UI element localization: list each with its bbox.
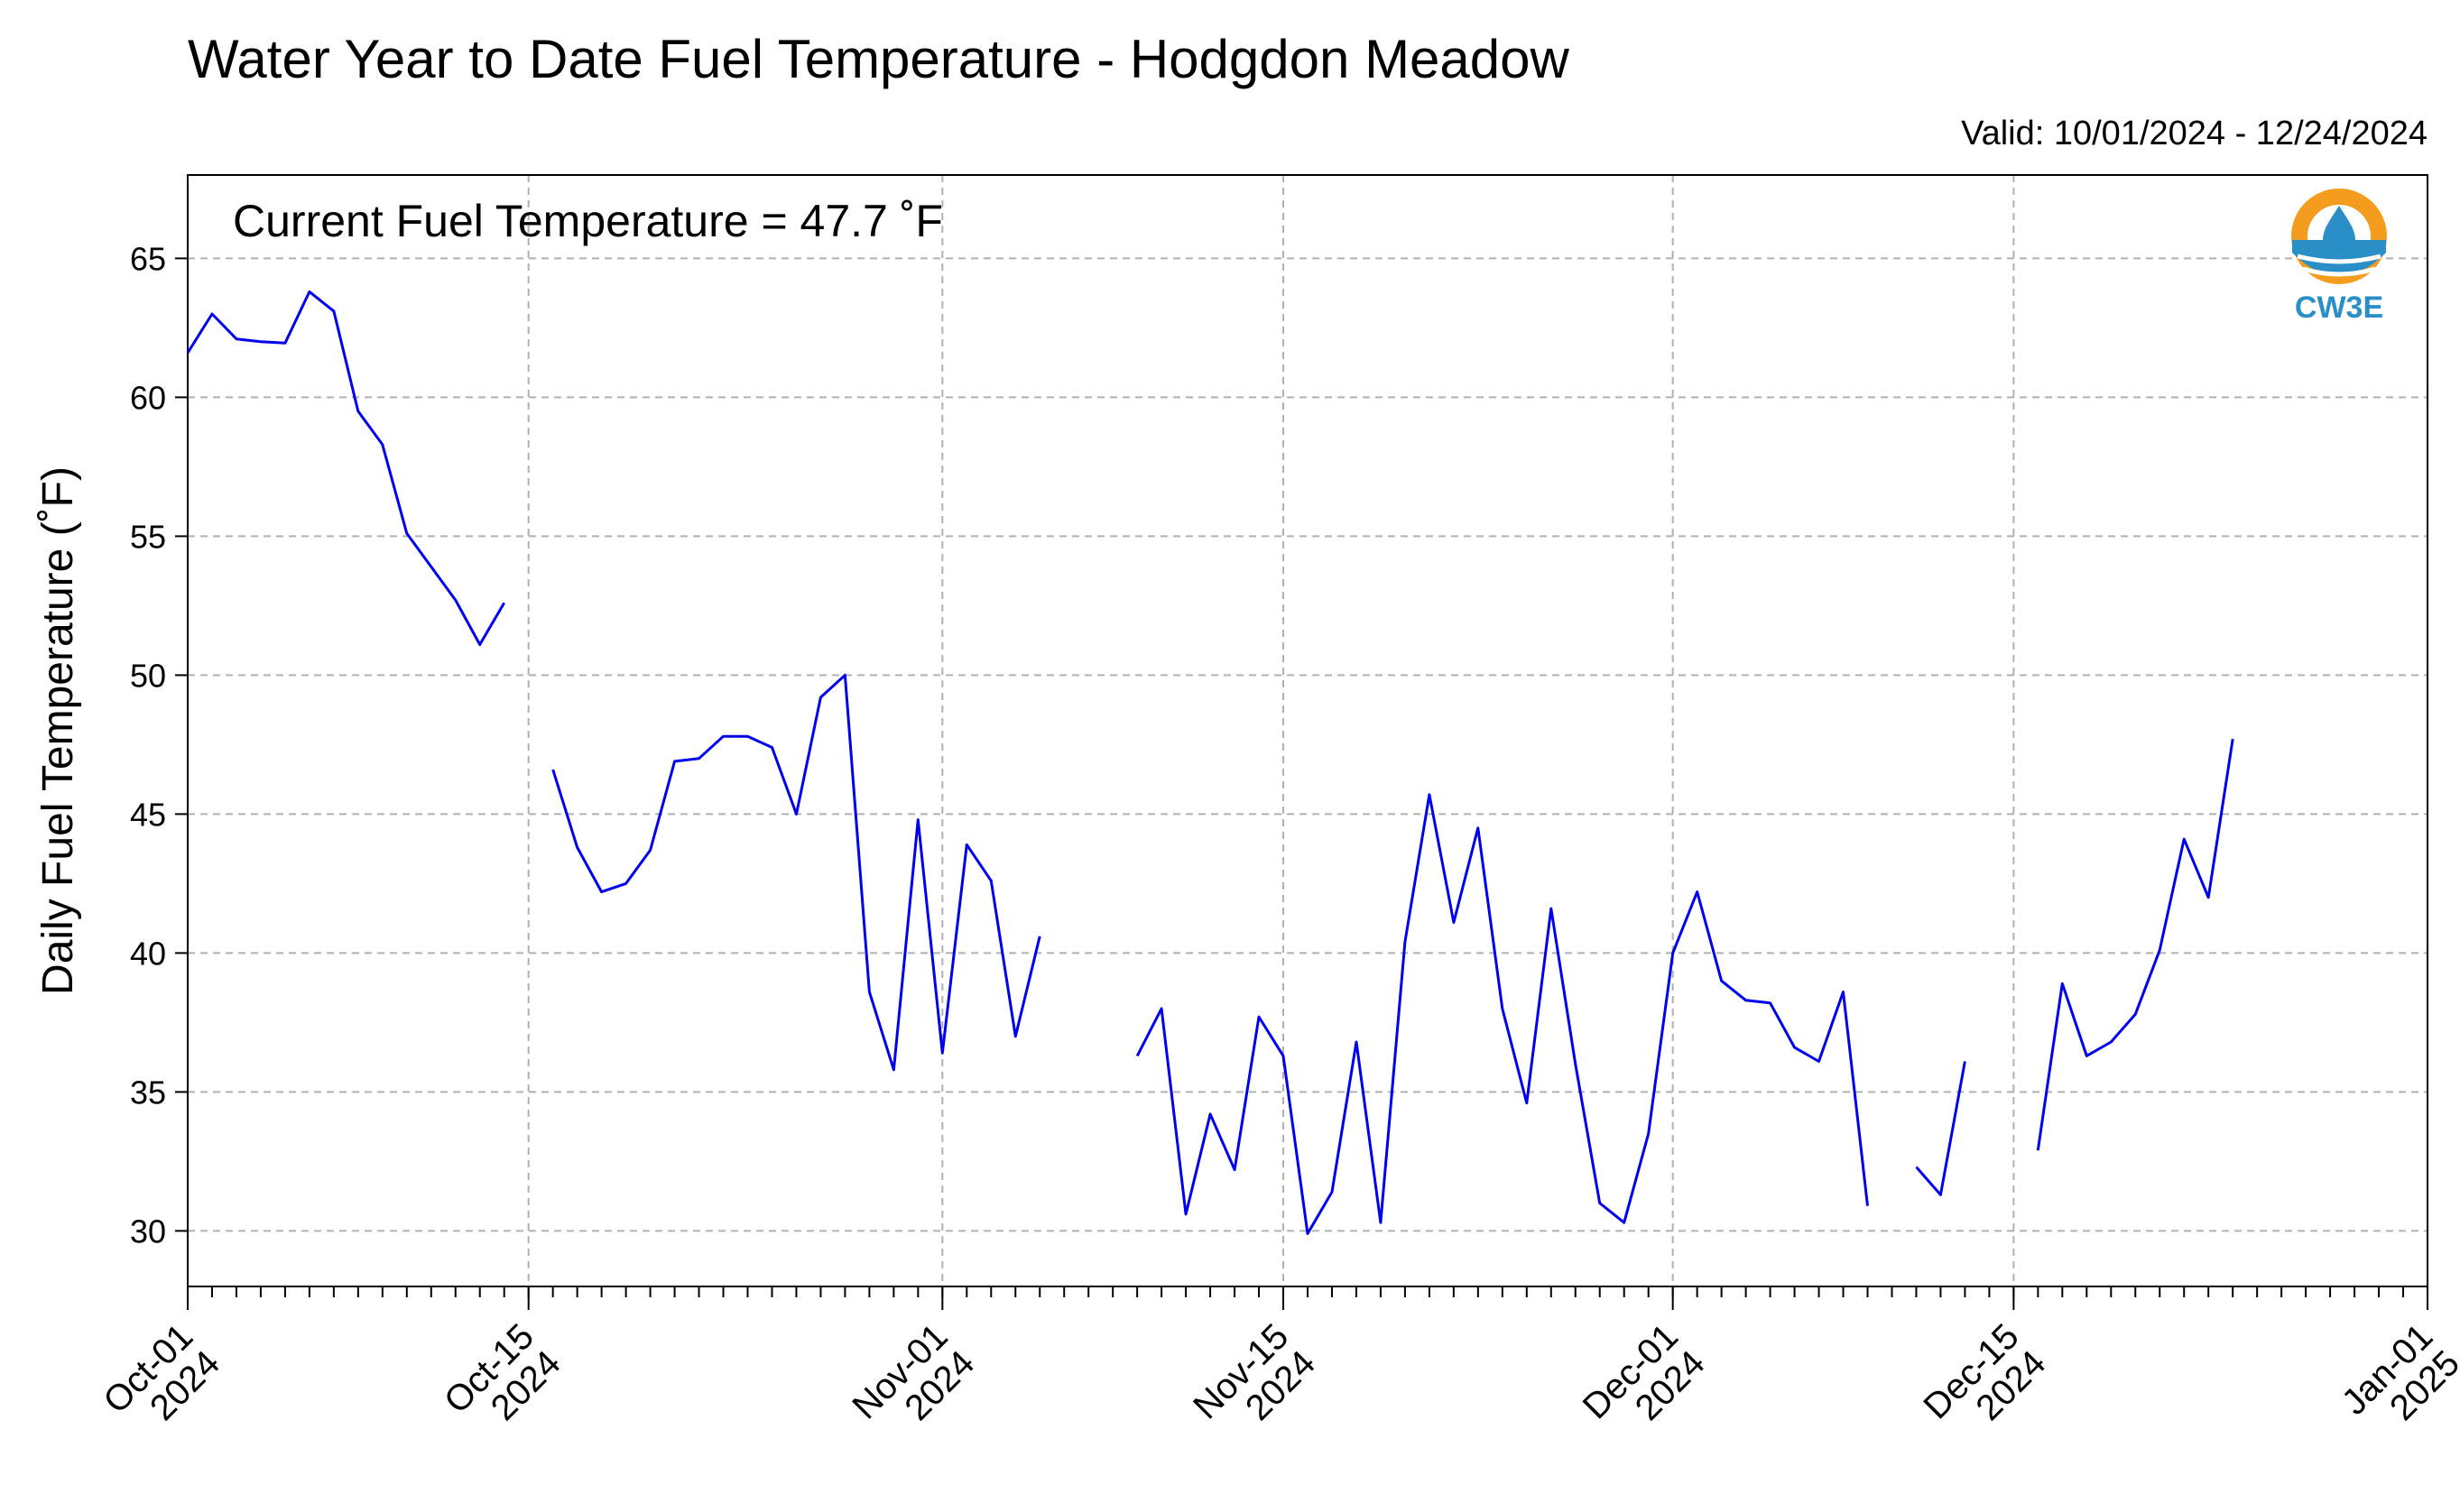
series-line-segment [2036,738,2234,1151]
logo-wave-icon [2292,240,2386,276]
valid-date-range: Valid: 10/01/2024 - 12/24/2024 [1961,115,2428,152]
logo-text: CW3E [2295,290,2383,325]
y-tick-label: 50 [130,657,166,694]
series-lines [186,290,2234,1235]
y-tick-label: 30 [130,1212,166,1249]
current-temperature-annotation: Current Fuel Temperature = 47.7 ˚F [233,196,943,246]
chart-title: Water Year to Date Fuel Temperature - Ho… [188,29,1570,89]
y-tick-label: 45 [130,796,166,833]
x-tick-label: Oct-012024 [96,1316,227,1448]
logo-drop-icon [2323,206,2355,256]
series-line-segment [1915,1061,1966,1196]
series-line-segment [551,673,1041,1072]
x-tick-label: Dec-012024 [1576,1316,1713,1453]
logo-stripe-icon [2297,254,2381,264]
x-tick-label: Oct-152024 [437,1316,569,1448]
grid-lines [188,175,2428,1286]
x-axis: Oct-012024 Oct-152024 Nov-012024 Nov-152024… [96,1286,2460,1453]
y-axis: 30 35 40 45 50 55 60 65 [130,240,188,1249]
x-tick-label: Nov-012024 [845,1316,982,1453]
series-line-segment [1135,793,1869,1235]
x-tick-label: Nov-152024 [1186,1316,1323,1453]
y-tick-label: 60 [130,379,166,416]
plot-frame [187,174,2428,1287]
y-tick-label: 65 [130,240,166,277]
cw3e-logo: CW3E [2291,189,2387,325]
y-tick-label: 55 [130,518,166,555]
logo-stripe-icon [2302,266,2376,277]
series-line-segment [186,290,505,646]
x-tick-label: Dec-152024 [1916,1316,2053,1453]
y-tick-label: 35 [130,1074,166,1111]
y-axis-label: Daily Fuel Temperature (˚F) [34,466,82,995]
x-tick-label: Jan-012025 [2335,1316,2460,1449]
y-tick-label: 40 [130,935,166,972]
